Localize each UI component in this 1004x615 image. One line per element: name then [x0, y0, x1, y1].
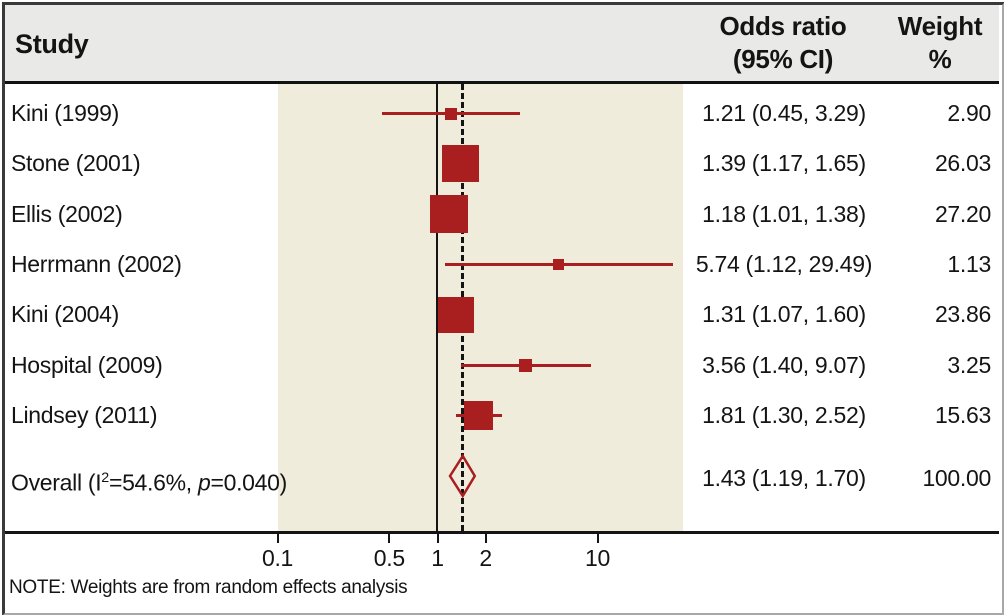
weight-value: 27.20 [934, 200, 991, 227]
header-odds-ratio-line1: Odds ratio [719, 11, 847, 41]
study-label: Herrmann (2002) [11, 250, 182, 277]
overall-or-ci-value: 1.43 (1.19, 1.70) [702, 465, 866, 491]
or-point-square [430, 195, 468, 234]
study-label: Stone (2001) [11, 150, 141, 177]
x-axis-tick [436, 534, 439, 543]
weight-value: 1.13 [947, 250, 991, 277]
or-point-square [464, 400, 494, 430]
x-axis-tick-label: 10 [585, 545, 610, 571]
overall-label-post: =0.040) [210, 469, 288, 496]
overall-label-mid: =54.6%, [108, 469, 198, 496]
study-label: Ellis (2002) [11, 200, 123, 227]
or-ci-value: 5.74 (1.12, 29.49) [695, 250, 873, 277]
or-ci-value: 1.21 (0.45, 3.29) [702, 100, 866, 126]
plot-background-band [278, 84, 683, 531]
x-axis-tick-label: 1 [431, 545, 444, 571]
overall-label: Overall (I2=54.6%, p=0.040) [11, 463, 287, 498]
header-study: Study [15, 29, 89, 59]
x-axis-line [5, 531, 999, 534]
header-weight-line2: % [928, 44, 952, 74]
overall-label-sup: 2 [101, 470, 109, 486]
overall-label-pre: Overall (I [11, 469, 102, 496]
or-point-square [438, 296, 475, 333]
header-weight-line1: Weight [897, 11, 983, 41]
overall-label-p: p [197, 469, 211, 496]
study-label: Hospital (2009) [11, 351, 163, 378]
weight-value: 23.86 [934, 301, 991, 328]
x-axis-tick-label: 2 [479, 545, 492, 571]
x-axis-tick-label: 0.1 [261, 545, 294, 571]
header-odds-ratio-line2: (95% CI) [732, 44, 834, 74]
weight-value: 3.25 [947, 351, 991, 378]
x-axis-tick [276, 534, 279, 543]
header-odds-ratio: Odds ratio (95% CI) [683, 10, 883, 76]
or-ci-value: 3.56 (1.40, 9.07) [702, 351, 866, 378]
study-label: Kini (1999) [11, 100, 119, 126]
reference-line-or-1 [436, 84, 438, 531]
header-weight: Weight % [881, 10, 999, 76]
overall-weight-value: 100.00 [922, 465, 991, 491]
or-point-square [519, 358, 533, 372]
weight-value: 15.63 [934, 401, 991, 428]
or-ci-value: 1.39 (1.17, 1.65) [702, 150, 866, 177]
x-axis-tick-label: 0.5 [373, 545, 405, 571]
footnote: NOTE: Weights are from random effects an… [9, 577, 408, 598]
or-point-square [441, 145, 479, 183]
weight-value: 2.90 [947, 100, 991, 126]
or-ci-value: 1.31 (1.07, 1.60) [702, 301, 866, 328]
overall-diamond [448, 453, 476, 499]
table-header: Study Odds ratio (95% CI) Weight % [5, 5, 999, 84]
or-point-square [444, 107, 457, 120]
study-label: Lindsey (2011) [11, 401, 158, 428]
study-label: Kini (2004) [11, 301, 119, 328]
weight-value: 26.03 [934, 150, 991, 177]
x-axis-tick [484, 534, 487, 543]
x-axis-tick [388, 534, 391, 543]
or-ci-value: 1.81 (1.30, 2.52) [702, 401, 866, 428]
x-axis-tick [596, 534, 599, 543]
or-ci-value: 1.18 (1.01, 1.38) [702, 200, 866, 227]
or-point-square [553, 258, 565, 270]
